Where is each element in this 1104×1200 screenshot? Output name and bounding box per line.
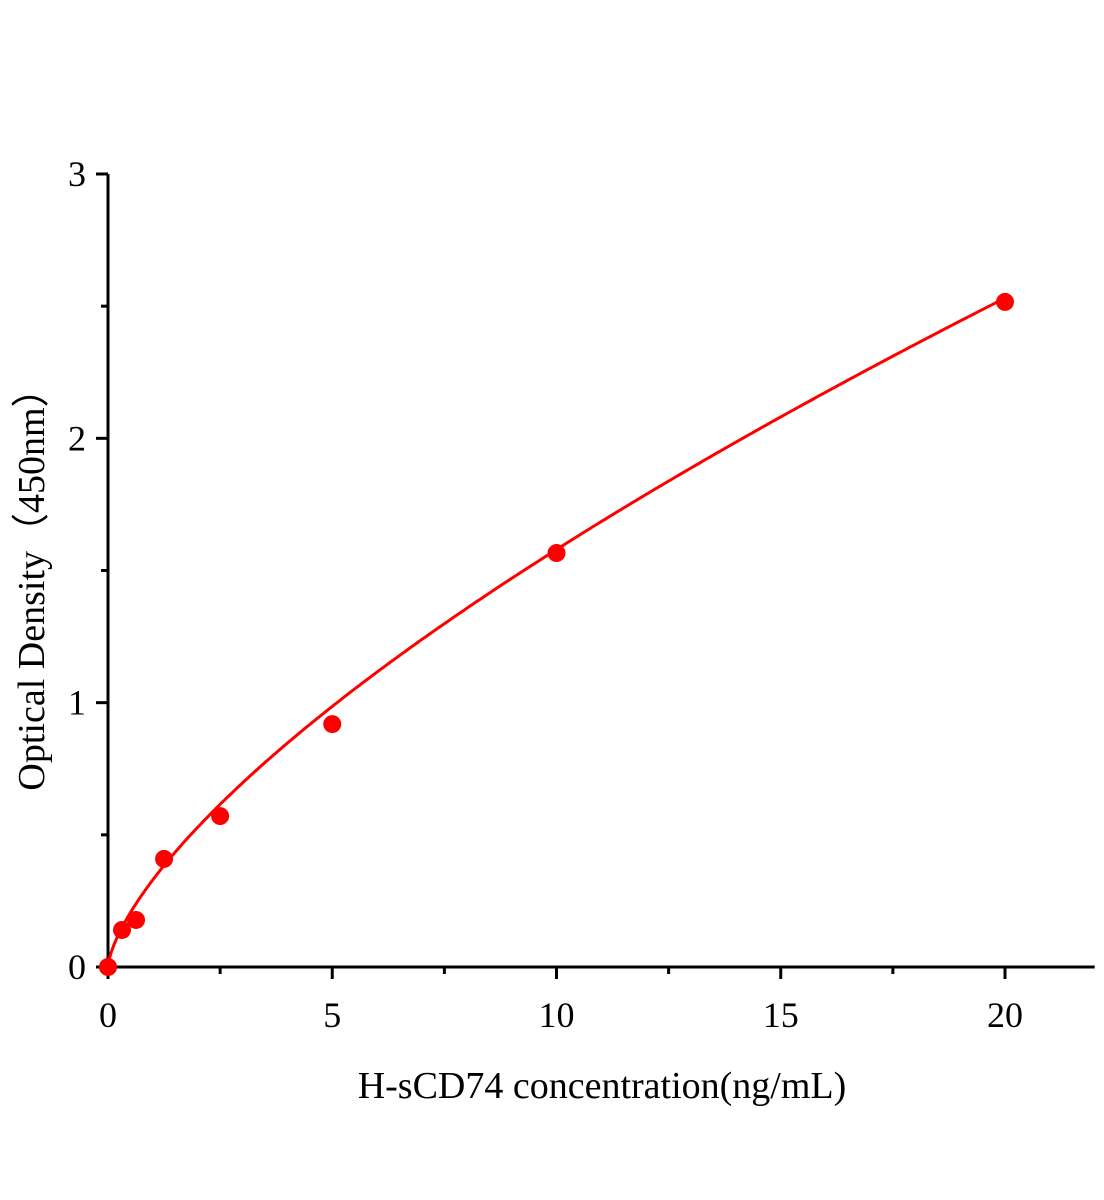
data-point bbox=[127, 910, 146, 929]
fit-curve bbox=[106, 296, 1006, 967]
data-point bbox=[155, 849, 174, 868]
x-tick-label: 15 bbox=[763, 995, 799, 1035]
x-axis-label: H-sCD74 concentration(ng/mL) bbox=[358, 1065, 847, 1107]
data-point bbox=[323, 715, 342, 734]
y-tick-label: 1 bbox=[68, 683, 86, 723]
y-axis-label: Optical Density（450nm） bbox=[11, 369, 53, 790]
data-point bbox=[996, 292, 1014, 311]
data-points bbox=[99, 292, 1014, 976]
x-tick-label: 5 bbox=[323, 995, 341, 1035]
fit-curve-group bbox=[106, 296, 1006, 967]
y-tick-label: 2 bbox=[68, 418, 86, 458]
y-tick-label: 0 bbox=[68, 947, 86, 987]
y-tick-label: 3 bbox=[68, 154, 86, 194]
axes: 0 5 10 15 20 0 1 2 3 bbox=[68, 154, 1095, 1035]
data-point bbox=[547, 544, 566, 563]
x-tick-label: 10 bbox=[539, 995, 575, 1035]
data-point bbox=[211, 807, 230, 826]
x-tick-label: 20 bbox=[987, 995, 1023, 1035]
x-tick-label: 0 bbox=[99, 995, 117, 1035]
data-point bbox=[113, 920, 132, 939]
data-point bbox=[99, 958, 117, 976]
